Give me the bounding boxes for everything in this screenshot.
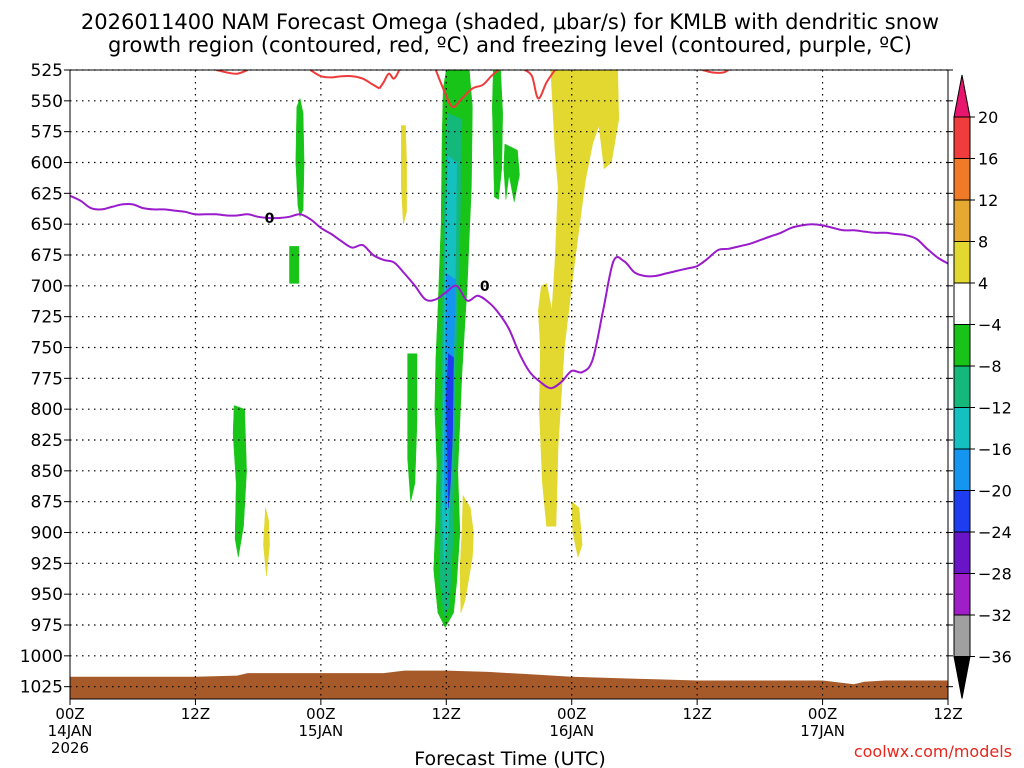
colorbar-label: −20 [978,482,1012,501]
grid [70,69,948,699]
x-tick-label: 12Z [432,705,461,723]
y-tick-label: 1000 [20,647,63,667]
colorbar-label: 8 [978,233,988,252]
colorbar-swatch [953,241,971,284]
x-tick-date: 16JAN [549,722,594,740]
colorbar-swatch [953,573,971,616]
x-axis-label: Forecast Time (UTC) [414,748,605,768]
colorbar-swatch [953,490,971,533]
y-tick-label: 875 [31,493,63,513]
omega-region [459,494,474,613]
contours [70,70,948,390]
omega-region [232,405,247,558]
colorbar-swatch [953,448,971,491]
dgz-contour [702,70,729,74]
y-tick-label: 775 [31,369,63,389]
colorbar-label: −24 [978,523,1012,542]
colorbar-swatch [953,614,971,657]
y-tick-label: 725 [31,308,63,328]
dgz-contour [309,70,380,90]
colorbar-swatch [953,158,971,201]
dgz-contour [378,70,401,90]
x-tick-year: 2026 [51,739,89,757]
omega-region [492,70,503,200]
colorbar-swatch [953,531,971,574]
colorbar-label: −8 [978,357,1002,376]
omega-region [503,143,520,203]
y-tick-label: 575 [31,123,63,143]
x-tick-date: 14JAN [48,722,93,740]
y-tick-label: 650 [31,215,63,235]
x-tick-label: 00Z [306,705,335,723]
colorbar-label: 12 [978,191,998,210]
dgz-contour [216,70,249,75]
omega-region [263,507,270,576]
y-axis: 525 550 575 600 625 650 675 700 725 750 775 800 825 8… [20,61,953,698]
x-tick-label: 00Z [557,705,586,723]
colorbar-label: −32 [978,606,1012,625]
colorbar-swatch [953,365,971,408]
x-tick-label: 12Z [933,705,962,723]
colorbar-arrow-bottom [953,656,971,699]
y-tick-label: 825 [31,431,63,451]
colorbar-label: 20 [978,108,998,127]
y-tick-label: 700 [31,277,63,297]
colorbar: 20 16 12 8 4 −4 −8 −12 −16 −20 −24 −28 −32 −36 [953,74,1012,699]
y-tick-label: 525 [31,61,63,81]
omega-region [295,97,305,218]
colorbar-swatch [953,116,971,159]
x-tick-date: 15JAN [298,722,343,740]
colorbar-swatch [953,324,971,367]
colorbar-label: −4 [978,316,1002,335]
y-tick-label: 750 [31,339,63,359]
x-tick-date: 17JAN [800,722,845,740]
chart-title-line2: growth region (contoured, red, ºC) and f… [108,33,912,57]
y-tick-label: 550 [31,92,63,112]
y-tick-label: 1025 [20,678,63,698]
x-tick-label: 00Z [55,705,84,723]
x-tick-label: 12Z [682,705,711,723]
omega-region [407,353,418,502]
colorbar-swatch [953,407,971,450]
y-tick-label: 800 [31,400,63,420]
colorbar-label: −16 [978,440,1012,459]
omega-region [446,353,454,508]
y-tick-label: 950 [31,585,63,605]
colorbar-swatch [953,199,971,242]
omega-region [538,70,620,527]
chart-title-line1: 2026011400 NAM Forecast Omega (shaded, μ… [81,10,939,34]
dgz-contour [524,70,556,100]
freezing-level-contour [70,194,948,390]
credit-text: coolwx.com/models [854,742,1012,761]
omega-shading [70,70,948,699]
terrain [70,670,948,699]
y-tick-label: 925 [31,554,63,574]
y-tick-label: 900 [31,524,63,544]
omega-region [571,501,583,559]
colorbar-label: −36 [978,648,1012,667]
colorbar-label: 4 [978,274,988,293]
colorbar-label: 16 [978,150,998,169]
y-tick-label: 850 [31,462,63,482]
x-tick-label: 12Z [181,705,210,723]
colorbar-swatch [953,282,971,325]
freezing-level-label: 0 [265,211,275,227]
y-tick-label: 625 [31,184,63,204]
y-tick-label: 675 [31,246,63,266]
freezing-level-label: 0 [480,279,490,295]
y-tick-label: 600 [31,154,63,174]
colorbar-arrow-top [953,74,971,118]
omega-region [289,246,300,284]
plot-frame [69,69,949,700]
omega-region [401,125,407,225]
colorbar-label: −28 [978,565,1012,584]
x-tick-label: 00Z [808,705,837,723]
dgz-contour [434,70,500,109]
colorbar-label: −12 [978,399,1012,418]
y-tick-label: 975 [31,616,63,636]
